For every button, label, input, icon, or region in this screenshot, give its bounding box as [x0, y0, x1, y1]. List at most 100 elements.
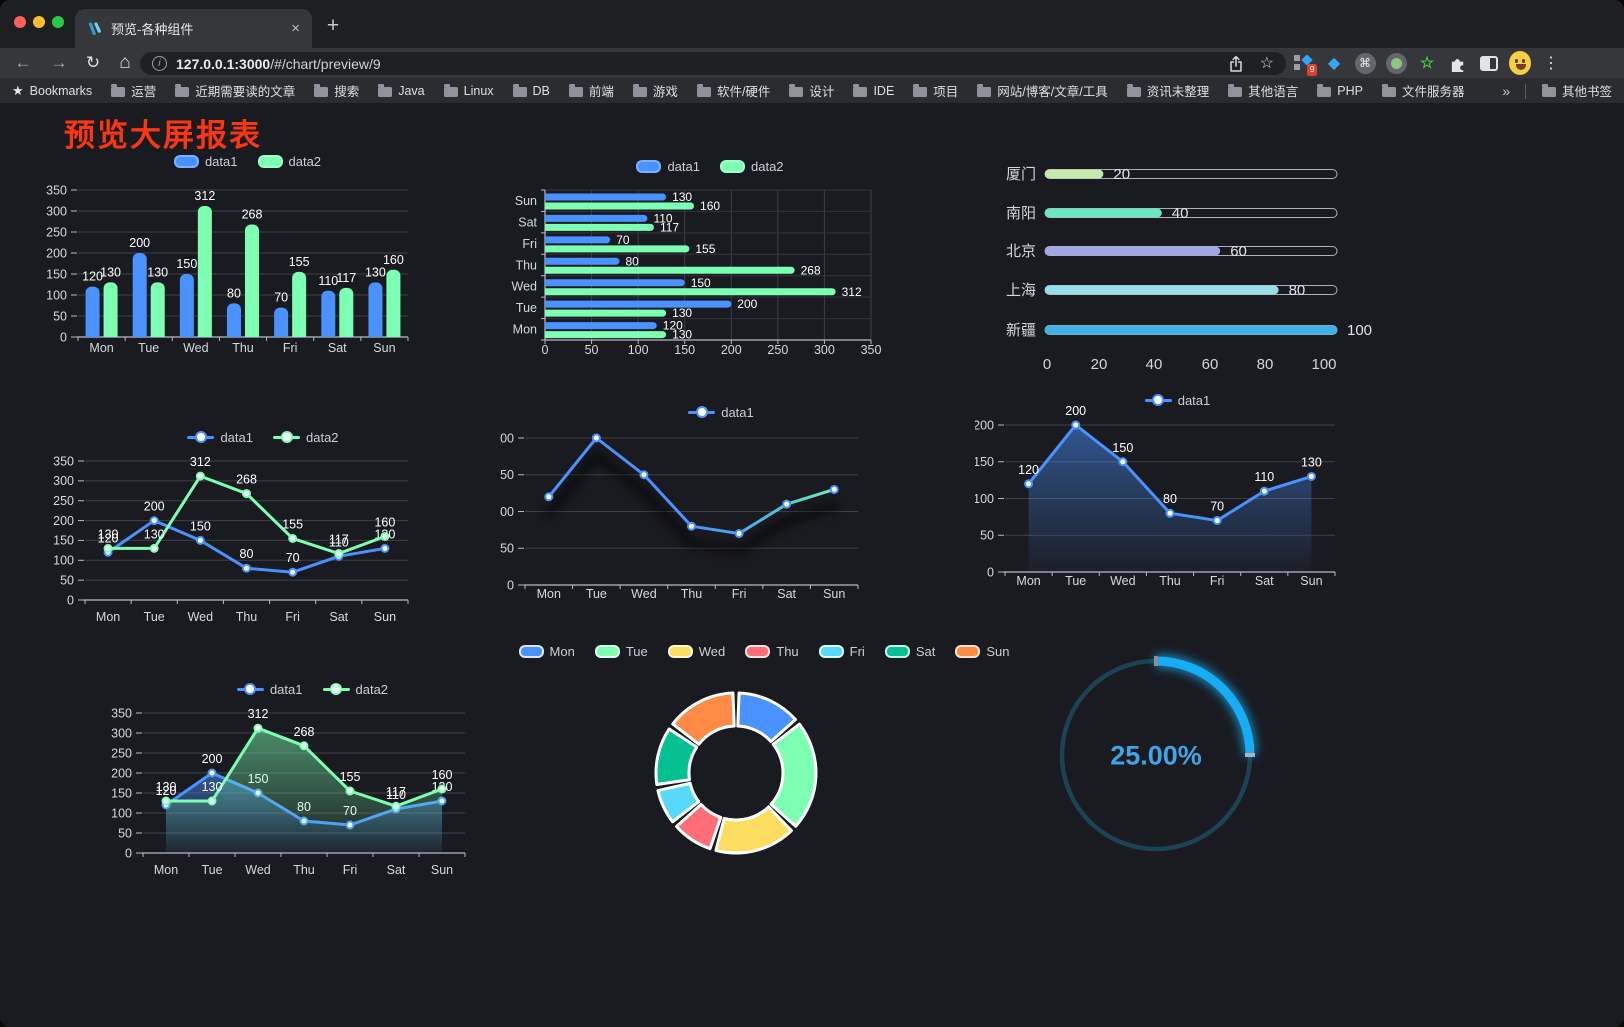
other-bookmarks[interactable]: 其他书签 — [1541, 81, 1612, 100]
recorder-extension-icon[interactable] — [1385, 51, 1407, 75]
legend-item-data1[interactable]: data1 — [636, 159, 700, 174]
back-icon[interactable]: ← — [14, 53, 32, 72]
svg-text:50: 50 — [60, 573, 74, 587]
legend-item-data1[interactable]: data1 — [173, 154, 238, 169]
chart-line-gradient[interactable]: 0 50 100 150 200 Mon Tue Wed Thu Fri Sat Sun data1 — [493, 402, 894, 608]
slice-Sat — [654, 727, 699, 786]
svg-text:Mon: Mon — [89, 341, 113, 355]
home-icon[interactable]: ⌂ — [119, 52, 131, 73]
bookmark-item[interactable]: 项目 — [913, 81, 958, 100]
svg-text:200: 200 — [202, 752, 223, 766]
chart-line-area[interactable]: 0 50 100 150 200 Mon Tue Wed Thu Fri Sat Sun 120 200 1… — [973, 390, 1380, 602]
side-panel-icon[interactable] — [1478, 51, 1500, 75]
legend-item-Thu[interactable]: Thu — [745, 644, 799, 659]
svg-text:50: 50 — [500, 542, 514, 556]
legend-item-Fri[interactable]: Fri — [818, 644, 865, 659]
legend-item-Sat[interactable]: Sat — [884, 644, 935, 659]
profile-avatar[interactable] — [1509, 51, 1531, 75]
legend-item-data1[interactable]: data1 — [187, 430, 253, 445]
slice-Wed — [714, 805, 793, 855]
tab-close-icon[interactable]: × — [291, 20, 300, 37]
legend-item-data2[interactable]: data2 — [720, 159, 784, 174]
svg-text:70: 70 — [616, 233, 630, 247]
bookmark-item[interactable]: DB — [512, 84, 550, 98]
legend-item-data1[interactable]: data1 — [1144, 393, 1210, 408]
address-bar[interactable]: i 127.0.0.1:3000/#/chart/preview/9 ☆ — [140, 52, 1286, 75]
legend-item-Sun[interactable]: Sun — [955, 644, 1009, 659]
bookmark-item[interactable]: 资讯未整理 — [1126, 81, 1209, 100]
svg-text:150: 150 — [53, 534, 74, 548]
reload-icon[interactable]: ↻ — [85, 53, 101, 72]
slice-Thu — [675, 802, 723, 851]
window-close-button[interactable] — [14, 16, 26, 28]
chart-line-area-double[interactable]: 0 50 100 150 200 250 300 350 Mon Tue Wed Thu Fri Sat S… — [100, 678, 525, 894]
legend-item-data1[interactable]: data1 — [688, 405, 754, 420]
svg-text:Wed: Wed — [1110, 574, 1136, 588]
legend-item-data2[interactable]: data2 — [273, 430, 339, 445]
extension-badge: 9 — [1307, 63, 1317, 76]
bookmark-item[interactable]: Linux — [443, 84, 494, 98]
chart-bar-horizontal[interactable]: 0 50 100 150 200 250 300 350 Sun 130 160 Sat 110 117 F… — [505, 152, 905, 370]
share-icon[interactable] — [1228, 55, 1244, 73]
svg-text:Sun: Sun — [1300, 574, 1322, 588]
bookmark-item[interactable]: 文件服务器 — [1381, 81, 1464, 100]
svg-text:Wed: Wed — [512, 280, 538, 294]
svg-text:80: 80 — [227, 286, 241, 300]
bookmarks-root[interactable]: ★ Bookmarks — [12, 83, 92, 99]
legend-item-Mon[interactable]: Mon — [518, 644, 575, 659]
bookmark-item[interactable]: 软件/硬件 — [696, 81, 770, 100]
chart-gauge[interactable]: 25.00% — [1038, 638, 1274, 874]
svg-text:Fri: Fri — [283, 341, 298, 355]
bookmark-item[interactable]: 运营 — [111, 81, 156, 100]
svg-text:80: 80 — [1163, 492, 1177, 506]
svg-text:Sun: Sun — [373, 341, 395, 355]
command-extension-icon[interactable]: ⌘ — [1354, 51, 1376, 75]
forward-icon[interactable]: → — [50, 53, 68, 72]
bookmark-star-icon[interactable]: ☆ — [1259, 54, 1274, 72]
chart-donut[interactable]: Mon Tue Wed Thu Fri Sat Sun — [518, 640, 1009, 898]
green-star-extension-icon[interactable]: ☆ — [1419, 55, 1435, 72]
svg-text:Tue: Tue — [1065, 574, 1086, 588]
window-minimize-button[interactable] — [33, 16, 45, 28]
svg-text:160: 160 — [383, 253, 404, 267]
chart-bar-vertical[interactable]: 0 50 100 150 200 250 300 350 Mon Tue Wed Thu Fri Sat S… — [40, 150, 455, 365]
series-data1: 120 200 150 80 70 110 130 — [98, 500, 395, 577]
bookmark-item[interactable]: 设计 — [789, 81, 834, 100]
svg-text:Sun: Sun — [374, 610, 396, 624]
new-tab-button[interactable]: + — [326, 14, 340, 37]
legend-item-data2[interactable]: data2 — [322, 682, 388, 697]
puzzle-extensions-icon[interactable] — [1447, 51, 1469, 75]
blocks-extension-icon[interactable]: 9 — [1292, 51, 1317, 76]
bookmark-item[interactable]: 近期需要读的文章 — [175, 81, 295, 100]
svg-text:110: 110 — [329, 535, 349, 549]
menu-icon[interactable]: ⋮ — [1543, 55, 1559, 72]
bookmark-item[interactable]: 搜索 — [314, 81, 359, 100]
bookmark-item[interactable]: Java — [378, 84, 425, 98]
svg-text:Wed: Wed — [245, 863, 271, 877]
legend-item-data2[interactable]: data2 — [257, 154, 321, 169]
gem-extension-icon[interactable]: ◆ — [1327, 55, 1341, 72]
chart-progress-bars[interactable]: 厦门 20 南阳 40 北京 60 上海 80 新疆 100 0 20 40 60 80 100 — [990, 158, 1390, 383]
svg-text:Thu: Thu — [515, 258, 537, 272]
bookmark-item[interactable]: 其他语言 — [1228, 81, 1298, 100]
chart-line-basic[interactable]: 0 50 100 150 200 250 300 350 Mon Tue Wed Thu Fri Sat S… — [40, 428, 470, 640]
legend-item-Tue[interactable]: Tue — [594, 644, 648, 659]
legend-item-data1[interactable]: data1 — [236, 682, 303, 697]
page-info-icon[interactable]: i — [152, 56, 167, 71]
bookmarks-star-icon: ★ — [12, 82, 24, 98]
legend-item-Wed[interactable]: Wed — [667, 644, 725, 659]
bookmark-item[interactable]: 前端 — [568, 81, 614, 100]
svg-text:50: 50 — [585, 343, 599, 357]
window-zoom-button[interactable] — [52, 16, 64, 28]
browser-tab[interactable]: 预览-各种组件 × — [75, 9, 312, 48]
bookmark-item[interactable]: 游戏 — [632, 81, 678, 100]
bookmark-item[interactable]: 网站/博客/文章/工具 — [977, 81, 1108, 100]
bookmark-item[interactable]: PHP — [1317, 84, 1363, 98]
svg-text:130: 130 — [672, 306, 692, 320]
bookmark-item[interactable]: IDE — [853, 84, 894, 98]
url-path: /#/chart/preview/9 — [270, 55, 381, 72]
bookmarks-overflow-chevron[interactable]: » — [1502, 82, 1511, 99]
page-content: 预览大屏报表 0 50 100 150 200 250 300 350 Mon Tue Wed Thu… — [0, 103, 1624, 1027]
svg-text:0: 0 — [125, 846, 132, 860]
